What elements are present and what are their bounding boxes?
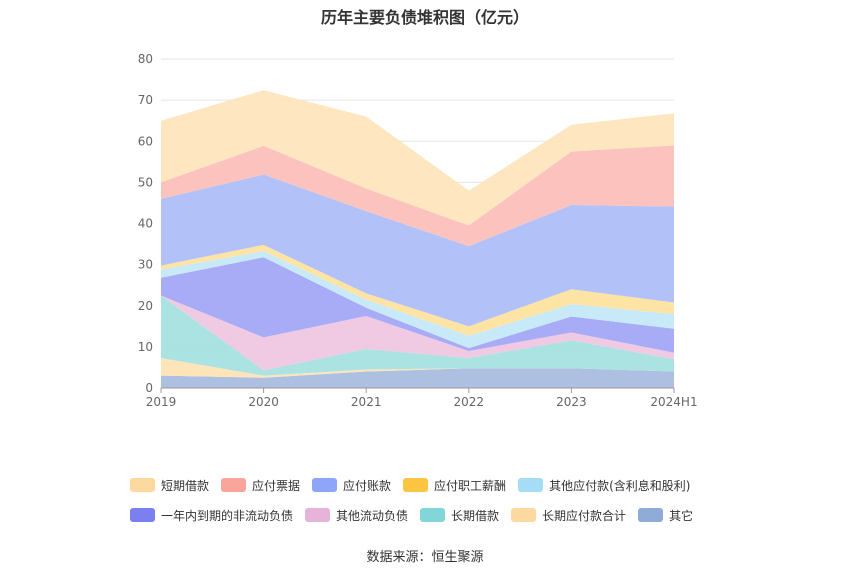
- y-tick-label: 0: [145, 381, 153, 395]
- legend-item[interactable]: 长期应付款合计: [511, 507, 626, 524]
- legend-item[interactable]: 其它: [638, 507, 693, 524]
- legend-row-2: 一年内到期的非流动负债 其他流动负债 长期借款 长期应付款合计 其它: [130, 500, 730, 530]
- x-tick-label: 2022: [454, 395, 485, 409]
- legend-label: 长期借款: [451, 508, 500, 523]
- legend-label: 一年内到期的非流动负债: [161, 508, 294, 523]
- legend-label: 其他应付款(含利息和股利): [549, 478, 691, 493]
- y-tick-label: 30: [138, 258, 153, 272]
- legend-label: 应付账款: [343, 478, 392, 493]
- data-source: 数据来源：恒生聚源: [366, 550, 484, 565]
- area-series-5: [161, 251, 674, 349]
- legend-label: 应付职工薪酬: [434, 478, 507, 493]
- area-series: [161, 90, 674, 388]
- area-series-3: [161, 295, 674, 371]
- legend-swatch: [221, 478, 247, 492]
- legend-label: 应付票据: [252, 478, 301, 493]
- area-series-0: [161, 368, 674, 388]
- area-series-8: [161, 145, 674, 247]
- legend: 短期借款 应付票据 应付账款 应付职工薪酬 其他应付款(含利息和股利) 一年内到期的非流…: [130, 470, 730, 530]
- y-tick-label: 80: [138, 52, 153, 66]
- legend-swatch: [130, 508, 155, 522]
- legend-row-1: 短期借款 应付票据 应付账款 应付职工薪酬 其他应付款(含利息和股利): [130, 470, 730, 500]
- legend-label: 其它: [669, 508, 694, 523]
- legend-item[interactable]: 短期借款: [130, 477, 209, 494]
- y-tick-label: 50: [138, 175, 153, 189]
- legend-swatch: [305, 508, 331, 522]
- axes: 0 10 20 30 40 50 60 70 80 2019 2020 2021 2022 2023 202…: [138, 52, 698, 409]
- legend-swatch: [511, 508, 537, 522]
- legend-label: 短期借款: [161, 478, 210, 493]
- chart-title: 历年主要负债堆积图（亿元）: [320, 8, 529, 27]
- legend-label: 长期应付款合计: [542, 508, 627, 523]
- legend-item[interactable]: 其他流动负债: [305, 507, 408, 524]
- legend-item[interactable]: 应付票据: [221, 477, 300, 494]
- x-tick-label: 2021: [351, 395, 382, 409]
- y-tick-label: 40: [138, 217, 153, 231]
- legend-item[interactable]: 长期借款: [420, 507, 499, 524]
- legend-swatch: [312, 478, 338, 492]
- legend-swatch: [130, 478, 155, 492]
- y-tick-label: 60: [138, 134, 153, 148]
- x-tick-label: 2023: [556, 395, 587, 409]
- x-tick-label: 2024H1: [650, 395, 697, 409]
- legend-item[interactable]: 应付职工薪酬: [403, 477, 506, 494]
- legend-item[interactable]: 一年内到期的非流动负债: [130, 507, 293, 524]
- area-series-6: [161, 244, 674, 336]
- y-tick-label: 70: [138, 93, 153, 107]
- legend-swatch: [638, 508, 664, 522]
- legend-item[interactable]: 其他应付款(含利息和股利): [518, 477, 690, 494]
- legend-label: 其他流动负债: [336, 508, 409, 523]
- stacked-area-chart: 0 10 20 30 40 50 60 70 80 2019 2020 2021 2022 2023 202…: [138, 52, 698, 409]
- area-series-9: [161, 90, 674, 226]
- y-tick-label: 20: [138, 299, 153, 313]
- legend-swatch: [403, 478, 429, 492]
- area-series-7: [161, 174, 674, 327]
- x-tick-label: 2020: [248, 395, 279, 409]
- legend-item[interactable]: 应付账款: [312, 477, 391, 494]
- legend-swatch: [420, 508, 446, 522]
- legend-swatch: [518, 478, 544, 492]
- x-tick-label: 2019: [146, 395, 177, 409]
- y-tick-label: 10: [138, 340, 153, 354]
- area-series-1: [161, 357, 674, 378]
- area-series-4: [161, 257, 674, 353]
- area-series-2: [161, 295, 674, 376]
